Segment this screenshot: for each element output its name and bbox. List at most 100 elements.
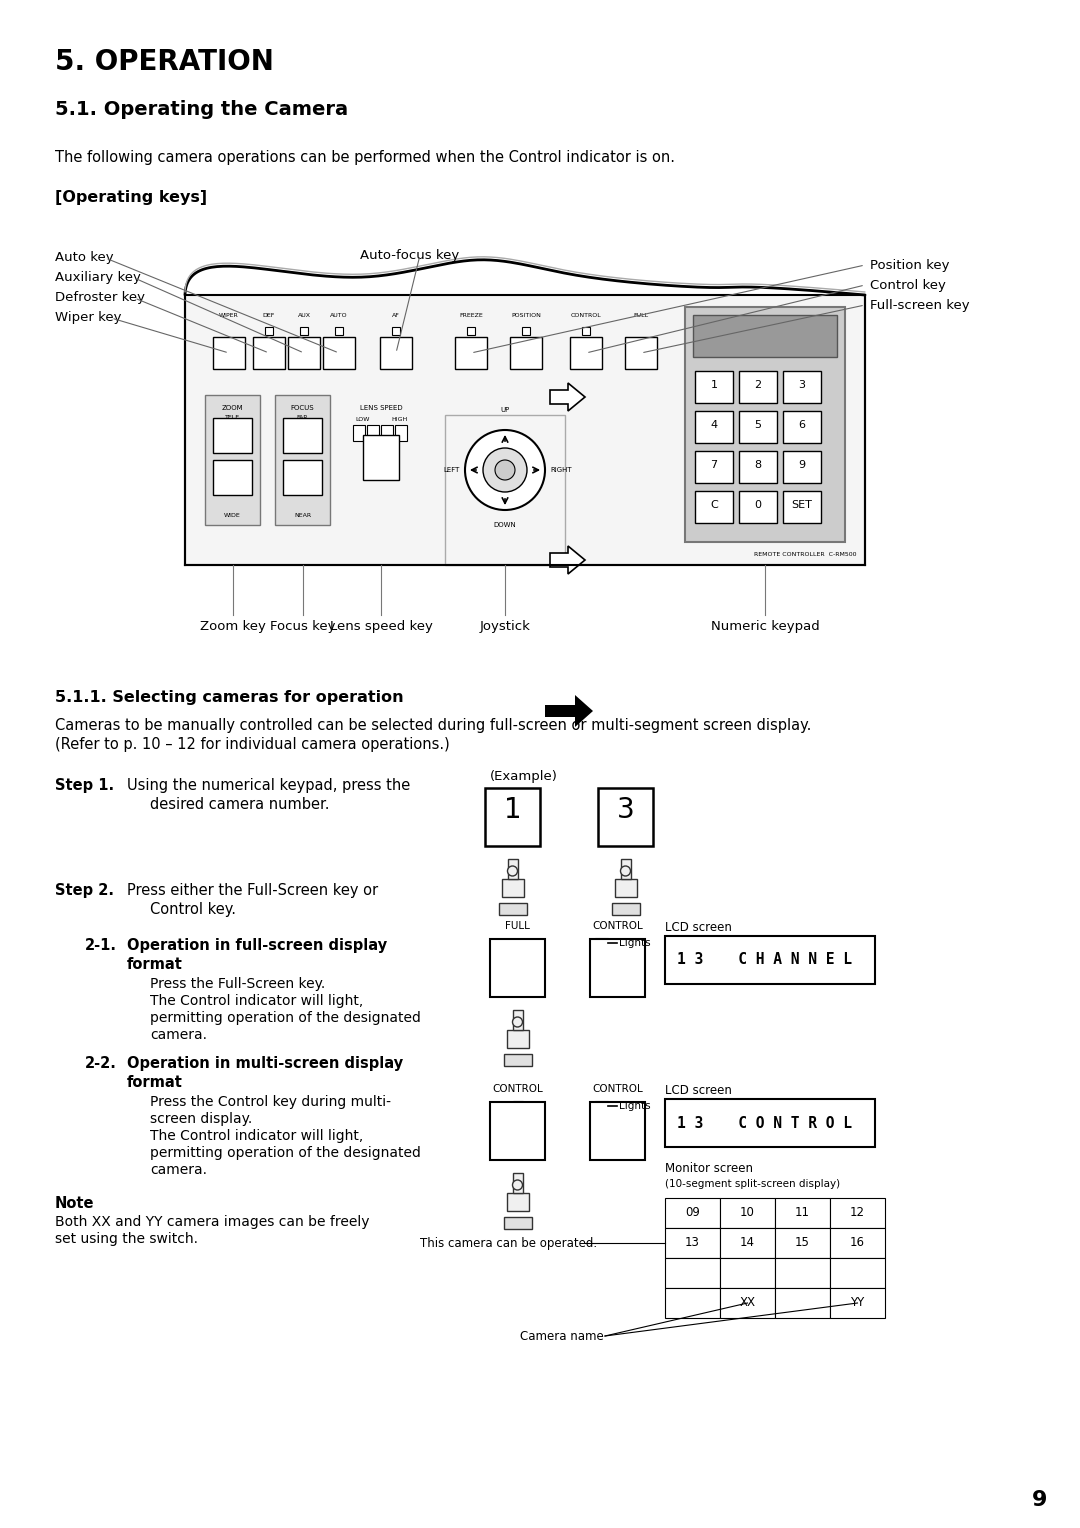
Text: LCD screen: LCD screen [665, 921, 732, 934]
Text: The following camera operations can be performed when the Control indicator is o: The following camera operations can be p… [55, 150, 675, 165]
Bar [665, 937, 875, 984]
Bar [595, 938, 608, 947]
Text: LEFT: LEFT [444, 468, 460, 474]
Bar [213, 460, 252, 495]
FancyBboxPatch shape [590, 940, 645, 996]
Text: CONTROL: CONTROL [592, 921, 643, 931]
Text: FOCUS: FOCUS [291, 405, 314, 411]
Text: 9: 9 [798, 460, 806, 471]
Text: Camera name: Camera name [519, 1329, 604, 1343]
Bar [499, 903, 527, 915]
Bar [783, 451, 821, 483]
Text: Full-screen key: Full-screen key [870, 298, 970, 312]
Bar [395, 425, 407, 442]
Bar [392, 327, 400, 335]
Circle shape [508, 866, 517, 876]
Text: 5: 5 [755, 420, 761, 429]
Text: 1: 1 [711, 380, 717, 390]
Bar [720, 1198, 775, 1229]
Text: Numeric keypad: Numeric keypad [711, 620, 820, 633]
Bar [503, 1054, 531, 1067]
Text: (10-segment split-screen display): (10-segment split-screen display) [665, 1180, 840, 1189]
Bar [455, 338, 487, 368]
Bar [507, 1193, 528, 1212]
Text: REMOTE CONTROLLER  C-RM500: REMOTE CONTROLLER C-RM500 [755, 552, 858, 558]
Bar [665, 1288, 720, 1319]
Bar [783, 490, 821, 523]
Text: 12: 12 [850, 1207, 865, 1219]
Text: 3: 3 [798, 380, 806, 390]
Text: Note: Note [55, 1196, 95, 1212]
Text: WIDE: WIDE [225, 513, 241, 518]
Text: Cameras to be manually controlled can be selected during full-screen or multi-se: Cameras to be manually controlled can be… [55, 718, 811, 733]
Text: Defroster key: Defroster key [55, 292, 145, 304]
Text: Control key.: Control key. [150, 902, 237, 917]
Bar [775, 1198, 831, 1229]
Text: desired camera number.: desired camera number. [150, 798, 329, 811]
Text: CONTROL: CONTROL [592, 1083, 643, 1094]
Bar [775, 1258, 831, 1288]
Text: AUX: AUX [297, 313, 311, 318]
Text: 1 3    C H A N N E L: 1 3 C H A N N E L [677, 952, 852, 967]
Text: DOWN: DOWN [494, 523, 516, 529]
Text: 0: 0 [755, 500, 761, 510]
Bar [513, 1102, 523, 1109]
Text: 1 3    C O N T R O L: 1 3 C O N T R O L [677, 1115, 852, 1131]
Text: POSITION: POSITION [511, 313, 541, 318]
Bar [831, 1288, 885, 1319]
FancyBboxPatch shape [598, 788, 653, 847]
Bar [783, 371, 821, 403]
Bar [353, 425, 365, 442]
Bar [739, 411, 777, 443]
Bar [300, 327, 308, 335]
Bar [508, 859, 517, 879]
Text: FULL: FULL [505, 921, 530, 931]
Bar [720, 1258, 775, 1288]
Text: Using the numerical keypad, press the: Using the numerical keypad, press the [127, 778, 410, 793]
Text: 1: 1 [503, 796, 522, 824]
Text: 13: 13 [685, 1236, 700, 1250]
Circle shape [483, 448, 527, 492]
Bar [665, 1099, 875, 1148]
Text: Zoom key: Zoom key [200, 620, 266, 633]
Bar [445, 416, 565, 565]
Bar [213, 419, 252, 452]
Text: 5.1. Operating the Camera: 5.1. Operating the Camera [55, 99, 348, 119]
Bar [665, 1229, 720, 1258]
Bar [381, 425, 393, 442]
Text: CONTROL: CONTROL [492, 1083, 543, 1094]
Bar [513, 1010, 523, 1030]
Text: 3: 3 [617, 796, 634, 824]
Bar [507, 1030, 528, 1048]
Bar [775, 1288, 831, 1319]
FancyBboxPatch shape [490, 1102, 545, 1160]
FancyBboxPatch shape [485, 788, 540, 847]
Bar [510, 338, 542, 368]
Text: Monitor screen: Monitor screen [665, 1161, 753, 1175]
Bar [283, 460, 322, 495]
Text: permitting operation of the designated: permitting operation of the designated [150, 1012, 421, 1025]
Bar [185, 295, 865, 565]
Bar [205, 396, 260, 526]
Text: RIGHT: RIGHT [550, 468, 571, 474]
Text: 6: 6 [798, 420, 806, 429]
Text: 7: 7 [711, 460, 717, 471]
Text: Position key: Position key [870, 258, 949, 272]
Bar [831, 1229, 885, 1258]
Bar [693, 315, 837, 358]
Polygon shape [550, 545, 585, 575]
Bar [363, 435, 399, 480]
Bar [275, 396, 330, 526]
Text: (Refer to p. 10 – 12 for individual camera operations.): (Refer to p. 10 – 12 for individual came… [55, 736, 449, 752]
Text: 11: 11 [795, 1207, 810, 1219]
Text: SET: SET [792, 500, 812, 510]
Text: NEAR: NEAR [294, 513, 311, 518]
Text: Operation in full-screen display: Operation in full-screen display [127, 938, 387, 953]
Bar [739, 490, 777, 523]
Text: Auto key: Auto key [55, 252, 113, 264]
Text: Step 1.: Step 1. [55, 778, 114, 793]
Text: The Control indicator will light,: The Control indicator will light, [150, 995, 363, 1008]
FancyBboxPatch shape [490, 940, 545, 996]
Text: Operation in multi-screen display: Operation in multi-screen display [127, 1056, 403, 1071]
Circle shape [621, 866, 631, 876]
